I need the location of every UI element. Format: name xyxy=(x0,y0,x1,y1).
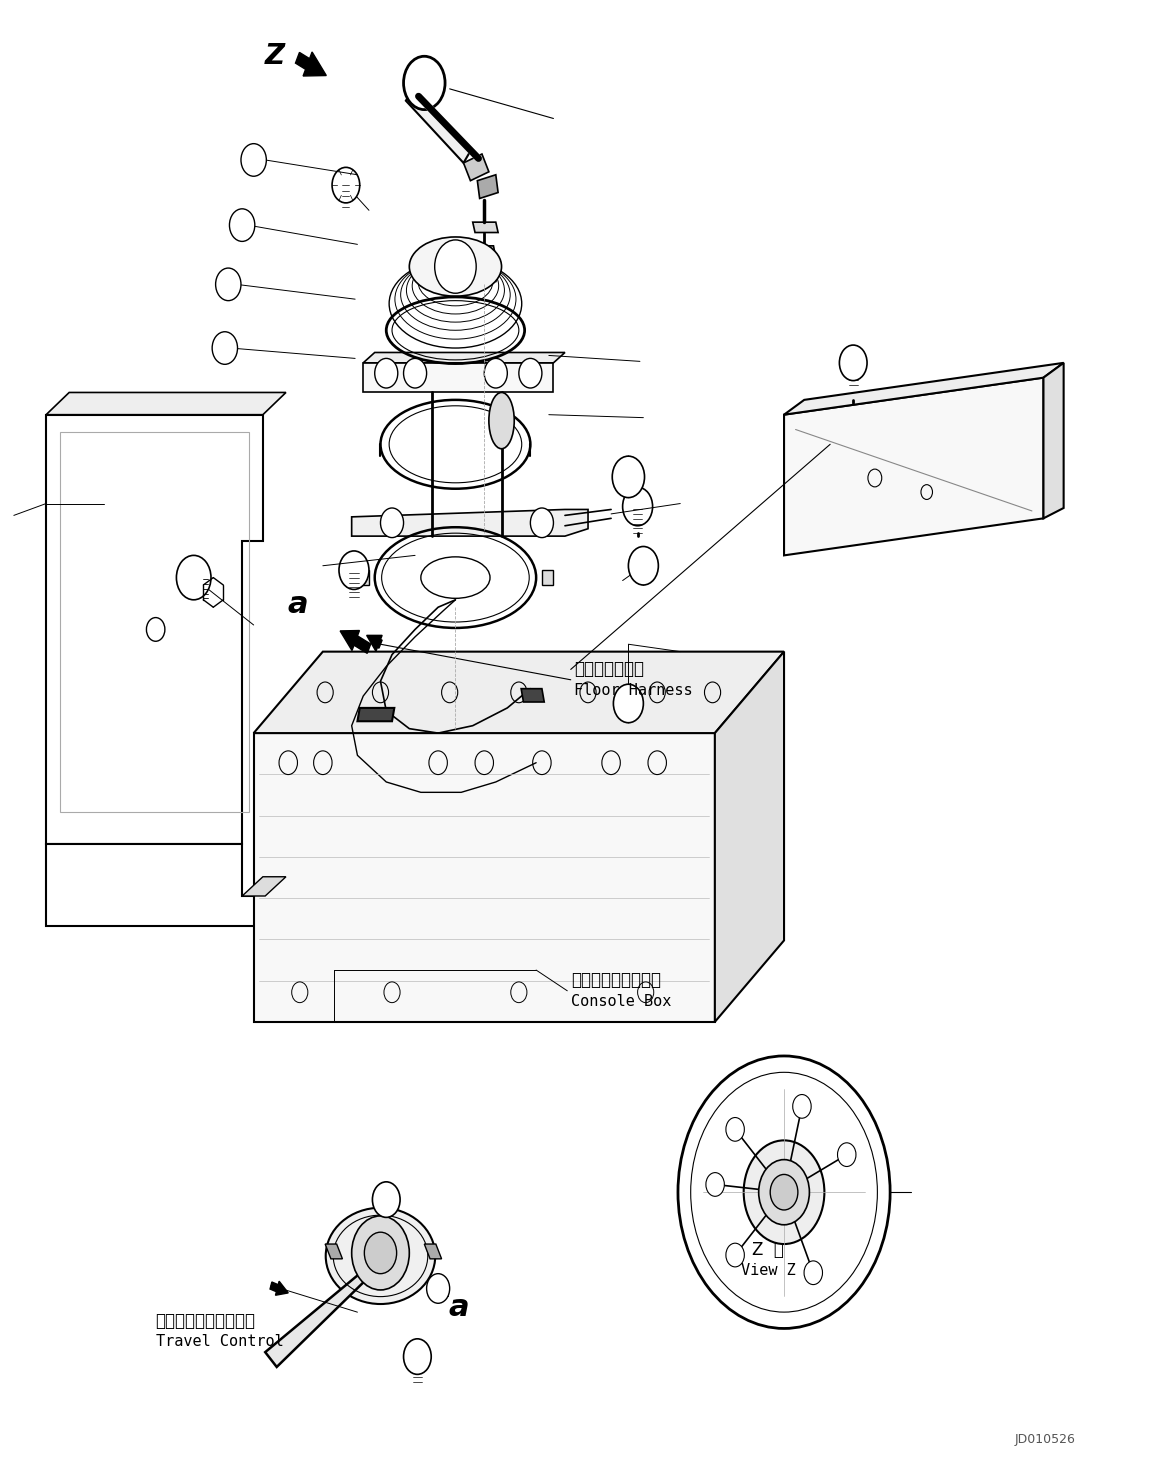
Circle shape xyxy=(726,1118,745,1142)
Circle shape xyxy=(837,1143,856,1167)
Text: Console Box: Console Box xyxy=(571,994,671,1009)
Polygon shape xyxy=(254,733,715,1022)
Circle shape xyxy=(793,1094,812,1118)
Circle shape xyxy=(623,487,653,526)
Circle shape xyxy=(839,345,867,381)
Text: Floor Harness: Floor Harness xyxy=(574,683,693,698)
Polygon shape xyxy=(784,378,1043,555)
Polygon shape xyxy=(473,222,498,233)
Text: a: a xyxy=(287,589,308,619)
FancyArrow shape xyxy=(340,631,371,653)
Circle shape xyxy=(372,1182,400,1217)
Circle shape xyxy=(212,332,238,364)
Circle shape xyxy=(146,618,165,641)
Circle shape xyxy=(530,508,553,538)
Circle shape xyxy=(364,1232,397,1274)
Circle shape xyxy=(375,358,398,388)
Circle shape xyxy=(427,1274,450,1303)
Text: JD010526: JD010526 xyxy=(1015,1434,1076,1445)
Text: Travel Control: Travel Control xyxy=(156,1334,284,1349)
Circle shape xyxy=(770,1174,798,1210)
Polygon shape xyxy=(325,1244,342,1259)
Polygon shape xyxy=(477,175,498,198)
FancyArrow shape xyxy=(367,635,382,652)
Circle shape xyxy=(744,1140,824,1244)
Circle shape xyxy=(519,358,542,388)
Polygon shape xyxy=(46,392,286,415)
Text: a: a xyxy=(449,1293,469,1323)
Circle shape xyxy=(706,1173,724,1197)
Ellipse shape xyxy=(489,392,514,449)
Circle shape xyxy=(404,56,445,110)
Polygon shape xyxy=(406,89,470,163)
Circle shape xyxy=(726,1243,745,1266)
Circle shape xyxy=(380,508,404,538)
Circle shape xyxy=(612,456,645,498)
Circle shape xyxy=(628,546,658,585)
Circle shape xyxy=(484,358,507,388)
Polygon shape xyxy=(357,708,394,721)
Polygon shape xyxy=(46,415,263,844)
FancyArrow shape xyxy=(295,52,326,76)
Polygon shape xyxy=(424,1244,442,1259)
Circle shape xyxy=(678,1056,890,1328)
Circle shape xyxy=(613,684,643,723)
Polygon shape xyxy=(265,1271,363,1367)
Text: Z  視: Z 視 xyxy=(752,1241,784,1259)
Polygon shape xyxy=(521,689,544,702)
Text: View Z: View Z xyxy=(740,1263,796,1278)
Circle shape xyxy=(352,1216,409,1290)
Polygon shape xyxy=(363,363,553,392)
Polygon shape xyxy=(464,154,489,181)
Circle shape xyxy=(332,167,360,203)
Polygon shape xyxy=(357,570,369,585)
Polygon shape xyxy=(46,844,265,926)
Text: Z: Z xyxy=(264,43,285,70)
Circle shape xyxy=(759,1160,809,1225)
Circle shape xyxy=(176,555,211,600)
Polygon shape xyxy=(363,352,565,363)
Circle shape xyxy=(216,268,241,301)
Polygon shape xyxy=(475,270,496,281)
Text: トラベルコントロール: トラベルコントロール xyxy=(156,1312,256,1330)
Ellipse shape xyxy=(409,237,502,296)
Polygon shape xyxy=(784,363,1063,415)
Polygon shape xyxy=(242,877,286,896)
Circle shape xyxy=(404,1339,431,1374)
Circle shape xyxy=(404,358,427,388)
Polygon shape xyxy=(1043,363,1063,518)
Circle shape xyxy=(435,240,476,293)
FancyArrow shape xyxy=(270,1281,288,1296)
Text: フロアハーネス: フロアハーネス xyxy=(574,661,645,678)
Polygon shape xyxy=(254,652,784,733)
Ellipse shape xyxy=(326,1208,436,1303)
Polygon shape xyxy=(542,570,553,585)
Polygon shape xyxy=(352,509,588,536)
Circle shape xyxy=(229,209,255,241)
Circle shape xyxy=(339,551,369,589)
Polygon shape xyxy=(474,246,496,258)
Circle shape xyxy=(241,144,266,176)
Polygon shape xyxy=(715,652,784,1022)
Circle shape xyxy=(804,1260,822,1284)
Text: コンソールボックス: コンソールボックス xyxy=(571,972,661,989)
